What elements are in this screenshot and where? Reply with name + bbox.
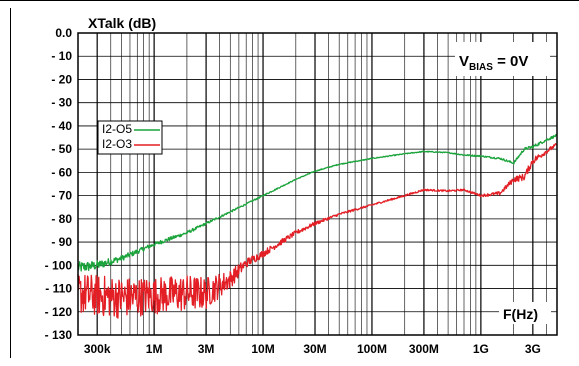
- bias-annotation: VBIAS = 0V: [459, 53, 528, 73]
- x-tick-label: 10M: [251, 342, 274, 356]
- y-tick-label: 0.0: [55, 26, 72, 40]
- legend-label-i2-o5: I2-O5: [102, 122, 132, 136]
- y-tick-label: - 70: [51, 189, 72, 203]
- x-tick-label: 3M: [198, 342, 215, 356]
- chart-title: XTalk (dB): [88, 15, 156, 31]
- x-axis-label: F(Hz): [503, 306, 538, 322]
- legend-box: [97, 120, 163, 155]
- plot-area: [78, 33, 557, 335]
- y-tick-label: - 50: [51, 142, 72, 156]
- y-tick-label: - 60: [51, 165, 72, 179]
- frame-left-border: [10, 8, 11, 358]
- y-tick-label: - 40: [51, 119, 72, 133]
- x-axis-ticks: 300k 1M 3M 10M 30M 100M 300M 1G 3G: [84, 342, 541, 356]
- y-tick-label: - 110: [45, 282, 72, 296]
- x-tick-label: 30M: [303, 342, 326, 356]
- legend: I2-O5 I2-O3: [97, 120, 163, 155]
- y-tick-label: - 90: [51, 235, 72, 249]
- bias-annotation-subscript: BIAS: [469, 62, 493, 73]
- series-line-i2-o5: [77, 133, 558, 272]
- x-tick-label: 300k: [84, 342, 111, 356]
- y-tick-label: - 30: [51, 96, 72, 110]
- frame-top-border: [0, 0, 579, 1]
- y-tick-label: - 120: [45, 305, 73, 319]
- xlabel-background: [499, 302, 551, 324]
- x-tick-label: 1G: [473, 342, 489, 356]
- bias-annotation-suffix: = 0V: [493, 53, 528, 70]
- y-tick-label: - 10: [51, 49, 72, 63]
- y-axis-ticks: 0.0 - 10 - 20 - 30 - 40 - 50 - 60 - 70 - 80 - 90 -…: [45, 26, 73, 342]
- title-background: [84, 14, 162, 30]
- bias-annotation-background: [455, 42, 550, 76]
- bias-annotation-prefix: V: [459, 53, 469, 70]
- x-tick-label: 3G: [525, 342, 541, 356]
- x-tick-label: 100M: [357, 342, 387, 356]
- y-tick-label: - 80: [51, 212, 72, 226]
- y-tick-label: - 130: [45, 328, 73, 342]
- series-layer: [77, 133, 558, 319]
- x-tick-label: 300M: [409, 342, 439, 356]
- y-tick-label: - 100: [45, 258, 73, 272]
- y-tick-label: - 20: [51, 72, 72, 86]
- x-tick-label: 1M: [146, 342, 163, 356]
- legend-label-i2-o3: I2-O3: [102, 137, 132, 151]
- series-line-i2-o3: [77, 143, 558, 319]
- plot-border: [77, 32, 558, 336]
